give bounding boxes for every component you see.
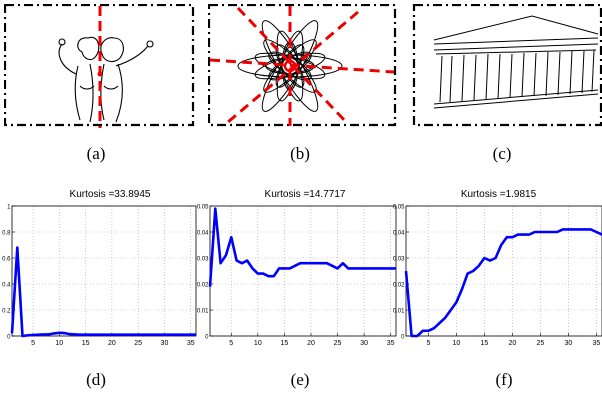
plot-frame [209,205,397,337]
series-points [11,247,197,337]
y-tick-label: 0.2 [2,309,11,315]
sketch-two-people [58,36,154,123]
chart-d: 5 10 15 20 25 30 35 0 0.2 0.4 0.6 0.8 1 [2,205,197,347]
symmetry-axes [209,6,395,126]
y-tick-label: 0.02 [197,283,209,289]
x-tick-label: 35 [187,340,195,347]
x-tick-label: 20 [307,340,315,347]
grid [406,205,602,337]
x-tick-label: 15 [481,340,489,347]
y-tick-label: 0.6 [2,257,11,263]
x-tick-label: 20 [108,340,116,347]
x-tick-label: 5 [426,340,430,347]
x-tick-label: 35 [593,340,601,347]
chart-f-title: Kurtosis =1.9815 [460,189,537,200]
caption-f: (f) [495,370,513,389]
sketch-panel-a [4,4,195,128]
y-tick-label: 0.04 [197,231,209,237]
panel-frame [4,4,195,127]
y-tick-label: 0.01 [393,309,405,315]
x-tick-label: 25 [537,340,545,347]
x-tick-label: 5 [31,340,35,347]
plot-frame [11,205,197,337]
x-tick-label: 30 [360,340,368,347]
x-tick-label: 30 [161,340,169,347]
panel-frame [412,4,602,127]
center-marker [97,71,103,77]
x-tick-label: 10 [254,340,262,347]
x-tick-label: 30 [565,340,573,347]
caption-c: (c) [492,144,512,163]
chart-d-title: Kurtosis =33.8945 [69,189,151,200]
grid [12,205,196,337]
x-tick-label: 25 [334,340,342,347]
y-tick-label: 0.04 [393,231,405,237]
y-tick-label: 0 [205,335,209,341]
caption-e: (e) [290,370,310,389]
plot-frame [405,205,602,337]
y-tick-label: 0.03 [393,257,405,263]
center-marker [283,59,297,73]
x-tick-label: 35 [387,340,395,347]
y-tick-label: 1 [7,205,11,211]
series-points [209,208,397,287]
x-tick-label: 10 [55,340,63,347]
x-tick-label: 5 [229,340,233,347]
sketch-panel-b [208,4,397,127]
y-tick-label: 0 [7,335,11,341]
caption-a: (a) [86,144,106,163]
series-line [404,228,602,338]
y-tick-label: 0.05 [393,205,405,211]
caption-b: (b) [290,144,310,163]
caption-d: (d) [86,370,106,389]
y-tick-label: 0.03 [197,257,209,263]
x-tick-label: 15 [281,340,289,347]
y-tick-label: 0.02 [393,283,405,289]
chart-e-title: Kurtosis =14.7717 [264,189,346,200]
series-line [208,207,396,287]
x-tick-label: 20 [509,340,517,347]
y-tick-label: 0 [401,335,405,341]
chart-e: 5 10 15 20 25 30 35 0 0.01 0.02 0.03 0.04 0.05 [197,205,397,347]
panel-frame [208,4,397,127]
chart-f: 5 10 15 20 25 30 35 0 0.01 0.02 0.03 0.04 0.05 [393,205,602,347]
y-tick-label: 0.4 [2,283,11,289]
series-points [405,229,602,337]
x-tick-label: 10 [453,340,461,347]
series-line [10,246,196,338]
grid [210,205,396,337]
y-tick-label: 0.01 [197,309,209,315]
sketch-temple [433,15,599,109]
sketch-panel-c [412,4,602,127]
x-tick-label: 25 [134,340,142,347]
y-tick-label: 0.8 [2,231,11,237]
y-tick-label: 0.05 [197,205,209,211]
x-tick-label: 15 [82,340,90,347]
